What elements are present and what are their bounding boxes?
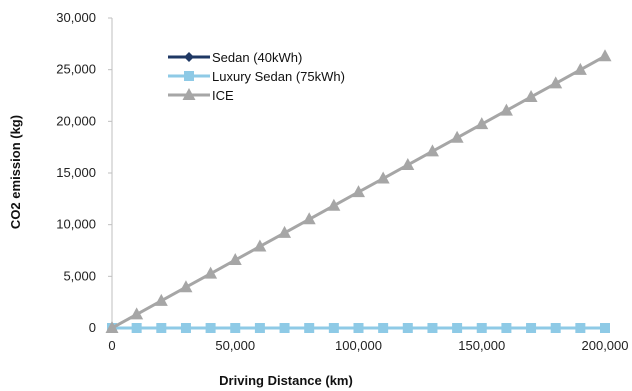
data-point-luxury-sedan-75kwh [156,323,167,333]
data-point-ice [302,212,316,225]
data-point-luxury-sedan-75kwh [180,323,191,333]
legend-label-luxury-sedan-75kwh: Luxury Sedan (75kWh) [212,69,345,84]
data-point-luxury-sedan-75kwh [427,323,438,333]
x-tick-label: 100,000 [335,338,382,353]
data-point-luxury-sedan-75kwh [452,323,463,333]
y-tick-label: 0 [89,320,96,335]
series-group [105,49,612,333]
data-point-ice [278,225,292,238]
series-ice [105,49,612,333]
y-tick-label: 5,000 [63,268,96,283]
data-point-ice [228,253,242,266]
data-point-ice [425,144,439,157]
x-axis-title: Driving Distance (km) [219,373,353,388]
data-point-luxury-sedan-75kwh [304,323,315,333]
data-point-ice [549,76,563,89]
data-point-luxury-sedan-75kwh [131,323,142,333]
data-point-luxury-sedan-75kwh [501,323,512,333]
data-point-ice [475,117,489,130]
data-point-ice [598,49,612,62]
x-tick-labels: 0 50,000 100,000 150,000 200,000 [108,338,628,353]
data-point-luxury-sedan-75kwh [476,323,487,333]
x-tick-label: 50,000 [215,338,255,353]
data-point-ice [573,62,587,75]
axes [108,17,606,332]
data-point-ice [401,157,415,170]
data-point-ice [376,171,390,184]
data-point-luxury-sedan-75kwh [550,323,561,333]
y-tick-label: 25,000 [56,62,96,77]
data-point-ice [253,239,267,252]
legend-label-sedan-40kwh: Sedan (40kWh) [212,50,302,65]
series-luxury-sedan-75kwh [107,323,610,333]
x-tick-label: 0 [108,338,115,353]
data-point-ice [130,307,144,320]
data-point-ice [154,293,168,306]
data-point-luxury-sedan-75kwh [230,323,241,333]
data-point-ice [352,185,365,198]
data-point-luxury-sedan-75kwh [378,323,389,333]
data-point-luxury-sedan-75kwh [526,323,537,333]
data-point-ice [327,198,341,211]
legend-marker-luxury-sedan-75kwh [184,71,194,81]
x-tick-label: 200,000 [582,338,629,353]
data-point-ice [524,89,538,102]
data-point-luxury-sedan-75kwh [205,323,216,333]
legend-marker-ice [182,88,196,100]
data-point-luxury-sedan-75kwh [328,323,339,333]
y-tick-label: 30,000 [56,10,96,25]
data-point-luxury-sedan-75kwh [254,323,265,333]
data-point-luxury-sedan-75kwh [402,323,413,333]
data-point-ice [499,103,513,116]
data-point-ice [105,321,119,333]
y-tick-label: 15,000 [56,165,96,180]
y-tick-label: 10,000 [56,217,96,232]
data-point-luxury-sedan-75kwh [575,323,586,333]
data-point-luxury-sedan-75kwh [600,323,610,333]
data-point-ice [204,266,218,279]
data-point-ice [179,280,193,293]
legend: Sedan (40kWh) Luxury Sedan (75kWh) ICE [168,50,345,103]
data-point-luxury-sedan-75kwh [353,323,364,333]
data-point-ice [450,130,464,143]
legend-label-ice: ICE [212,88,234,103]
y-tick-label: 20,000 [56,113,96,128]
y-tick-labels: 0 5,000 10,000 15,000 20,000 25,000 30,000 [56,10,96,335]
legend-marker-sedan-40kwh [184,52,194,62]
x-tick-label: 150,000 [458,338,505,353]
y-axis-title: CO2 emission (kg) [8,115,23,229]
data-point-luxury-sedan-75kwh [279,323,290,333]
